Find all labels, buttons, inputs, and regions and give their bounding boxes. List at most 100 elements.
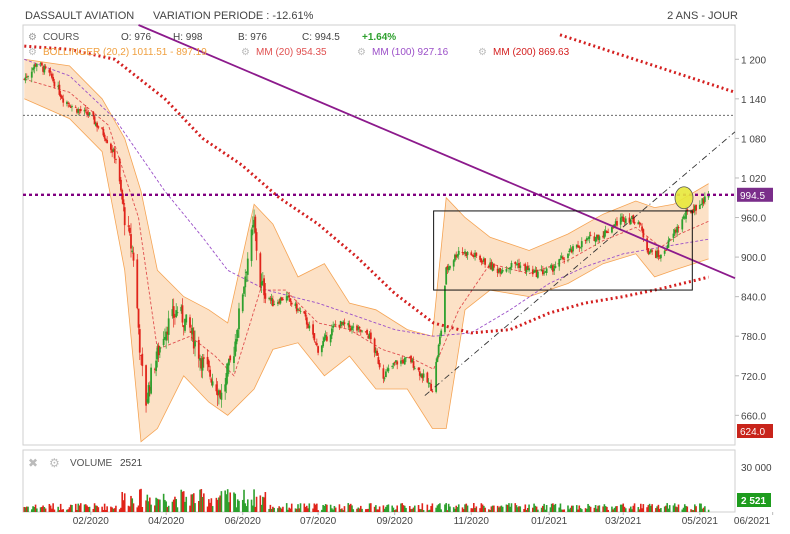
candle-up [250,229,253,262]
volume-bar [563,509,566,512]
candle-down [219,390,222,398]
volume-bar [326,504,328,512]
candle-up [536,271,539,278]
volume-bar [427,510,430,512]
candle-up [621,216,623,219]
candle-down [369,332,372,340]
gear-icon[interactable]: ⚙ [28,47,37,58]
volume-bar [118,509,121,512]
volume-bar [51,508,53,512]
candle-down [584,239,587,241]
candle-up [180,306,183,312]
candle-up [707,194,710,198]
close-icon[interactable]: ✖ [28,456,38,470]
volume-legend: ✖ ⚙ VOLUME 2521 30 000 [28,456,772,474]
downtrend-line [138,24,736,280]
candle-up [508,268,510,270]
volume-bar [616,506,618,512]
candle-down [96,122,98,128]
candle-down [280,297,283,301]
bollinger-lower-line [24,98,709,443]
volume-bar [351,505,353,512]
candle-up [30,71,33,78]
candle-up [681,219,684,230]
candle-up [175,310,178,318]
gear-icon[interactable]: ⚙ [478,47,487,58]
candle-down [115,159,117,160]
candle-down [373,338,376,353]
candle-down [622,216,625,222]
volume-bar [420,509,422,512]
candle-up [156,347,159,360]
volume-bar [322,504,324,512]
volume-bar [42,505,44,512]
volume-bar [395,509,397,512]
candle-up [146,399,149,403]
gear-icon[interactable]: ⚙ [357,47,366,58]
period-label[interactable]: 2 ANS - JOUR [667,10,738,22]
volume-bar [473,503,475,512]
candle-down [675,229,677,233]
volume-bar [255,496,258,512]
volume-bar [259,495,262,512]
candle-down [189,317,191,328]
candle-up [411,359,414,363]
candle-up [575,244,578,248]
gear-icon[interactable]: ⚙ [241,47,250,58]
gear-icon[interactable]: ⚙ [28,32,37,43]
volume-bar [373,506,376,512]
range-box [433,210,693,291]
candle-down [338,324,341,328]
volume-bar [270,508,273,512]
volume-bar [648,503,651,512]
volume-bars [23,488,710,512]
candle-down [562,257,564,260]
candle-down [418,371,421,376]
candle-down [376,350,379,356]
legend-open: O: 976 [121,32,151,43]
volume-bar [544,509,547,512]
volume-bar [586,508,588,512]
volume-bar [558,507,560,512]
candle-up [498,269,500,273]
volume-bar [666,503,668,512]
volume-bar [439,503,441,512]
volume-bar [632,505,635,512]
candle-up [191,327,194,335]
gear-icon[interactable]: ⚙ [49,456,60,470]
candle-down [86,111,88,115]
volume-bar [333,505,336,512]
volume-bar [229,492,231,512]
volume-bar [411,508,414,512]
candle-down [317,346,319,353]
candle-up [464,251,466,254]
candle-up [444,285,446,333]
candle-up [427,382,430,384]
candle-up [147,385,150,403]
volume-bar [622,503,625,512]
candle-up [619,217,622,225]
candle-up [185,314,188,323]
volume-bar [367,508,370,512]
candle-up [171,309,174,317]
candle-up [246,258,249,275]
candle-down [692,208,695,213]
volume-bar [254,506,257,512]
volume-bar [83,504,86,512]
candle-up [391,366,394,367]
last-price-badge-text: 994.5 [740,191,765,202]
volume-bar [78,505,81,512]
volume-bar [308,503,311,512]
volume-bar [211,506,214,512]
volume-bar [44,508,47,512]
volume-bar [334,507,337,512]
volume-bar [288,507,291,512]
candle-up [77,109,80,113]
candle-down [264,293,267,299]
candle-down [40,62,43,66]
candle-down [298,310,301,311]
volume-bar [176,507,179,512]
y-tick-label: 1 080 [741,134,766,145]
volume-bar [651,504,653,512]
